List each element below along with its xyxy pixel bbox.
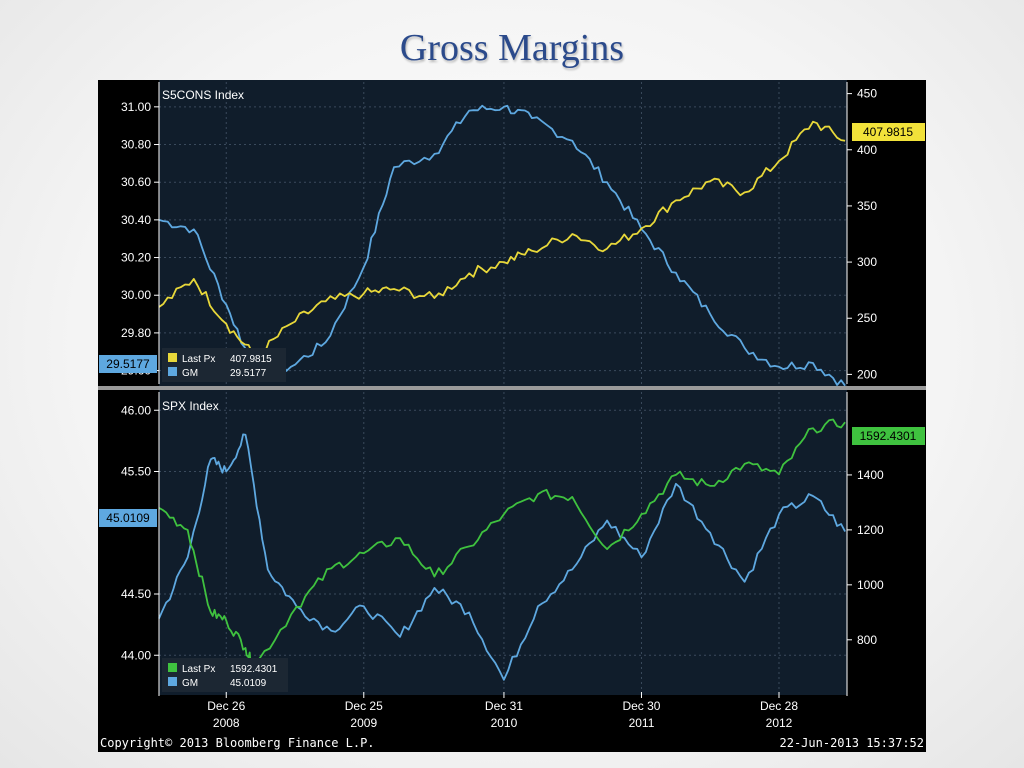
bottom-last-value-right: 1592.4301 <box>860 429 917 443</box>
page-title: Gross Margins <box>399 27 625 69</box>
x-tick-year-label-1: 2009 <box>350 716 377 730</box>
copyright-text: Copyright© 2013 Bloomberg Finance L.P. <box>100 736 375 750</box>
top-right-tick-label-0: 450 <box>857 87 877 101</box>
panel-top-plot <box>159 80 847 386</box>
bottom-legend-label-gm: GM <box>182 678 198 689</box>
bottom-right-tick-label-1: 1200 <box>857 523 884 537</box>
top-legend-value-gm: 29.5177 <box>230 368 267 379</box>
top-right-tick-label-1: 400 <box>857 143 877 157</box>
grid-layer <box>159 82 847 696</box>
bottom-chart-title: SPX Index <box>162 399 219 413</box>
top-chart-title: S5CONS Index <box>162 88 244 102</box>
x-tick-year-label-3: 2011 <box>629 716 655 730</box>
top-last-value-right: 407.9815 <box>863 125 913 139</box>
bottom-left-tick-label-2: 44.50 <box>121 587 151 601</box>
top-last-value-right-tag: 407.9815 <box>852 123 925 141</box>
bottom-left-tick-label-1: 45.50 <box>121 465 151 479</box>
x-tick-year-label-4: 2012 <box>766 716 793 730</box>
bottom-right-tick-label-2: 1000 <box>857 578 884 592</box>
bottom-last-value-left: 45.0109 <box>106 511 150 525</box>
top-right-tick-label-3: 300 <box>857 255 877 269</box>
bottom-legend-swatch-lastpx <box>168 663 177 672</box>
bottom-left-tick-label-3: 44.00 <box>121 648 151 662</box>
bloomberg-chart: 31.0030.8030.6030.4030.2030.0029.8029.60… <box>98 80 926 752</box>
top-legend-value-lastpx: 407.9815 <box>230 354 272 365</box>
panel-bottom-plot <box>159 390 847 695</box>
bottom-legend-label-lastpx: Last Px <box>182 664 215 675</box>
top-right-tick-label-5: 200 <box>857 367 877 381</box>
top-left-tick-label-0: 31.00 <box>121 100 151 114</box>
bottom-series-lastpx-line <box>158 418 846 669</box>
bottom-right-tick-label-0: 1400 <box>857 468 884 482</box>
top-left-tick-label-6: 29.80 <box>121 326 151 340</box>
bottom-legend-value-lastpx: 1592.4301 <box>230 664 278 675</box>
top-series-lastpx-line <box>158 120 846 359</box>
bottom-series-gm-line <box>158 433 846 681</box>
x-tick-day-label-4: Dec 28 <box>760 699 798 713</box>
top-last-value-left-tag: 29.5177 <box>99 355 157 373</box>
x-tick-year-label-2: 2010 <box>491 716 518 730</box>
bottom-legend: Last Px 1592.4301 GM 45.0109 <box>162 658 288 692</box>
bottom-right-tick-label-3: 800 <box>857 633 877 647</box>
bottom-left-tick-label-0: 46.00 <box>121 403 151 417</box>
bottom-legend-value-gm: 45.0109 <box>230 678 267 689</box>
x-tick-day-label-2: Dec 31 <box>485 699 523 713</box>
x-tick-year-label-0: 2008 <box>213 716 240 730</box>
x-tick-day-label-1: Dec 25 <box>345 699 383 713</box>
x-tick-day-label-3: Dec 30 <box>622 699 660 713</box>
top-legend-box <box>162 348 286 382</box>
bottom-legend-swatch-gm <box>168 677 177 686</box>
top-legend-swatch-gm <box>168 367 177 376</box>
top-legend: Last Px 407.9815 GM 29.5177 <box>162 348 286 382</box>
timestamp-text: 22-Jun-2013 15:37:52 <box>780 736 925 750</box>
top-legend-label-lastpx: Last Px <box>182 354 215 365</box>
bottom-last-value-right-tag: 1592.4301 <box>852 427 925 445</box>
top-legend-swatch-lastpx <box>168 353 177 362</box>
panel-divider <box>98 386 926 390</box>
top-legend-label-gm: GM <box>182 368 198 379</box>
top-left-tick-label-4: 30.20 <box>121 251 151 265</box>
top-left-tick-label-3: 30.40 <box>121 213 151 227</box>
x-tick-day-label-0: Dec 26 <box>207 699 245 713</box>
top-left-tick-label-2: 30.60 <box>121 175 151 189</box>
top-left-tick-label-1: 30.80 <box>121 138 151 152</box>
top-right-tick-label-2: 350 <box>857 199 877 213</box>
top-last-value-left: 29.5177 <box>106 357 150 371</box>
top-right-tick-label-4: 250 <box>857 311 877 325</box>
top-left-tick-label-5: 30.00 <box>121 288 151 302</box>
bottom-last-value-left-tag: 45.0109 <box>99 509 157 527</box>
bottom-legend-box <box>162 658 288 692</box>
